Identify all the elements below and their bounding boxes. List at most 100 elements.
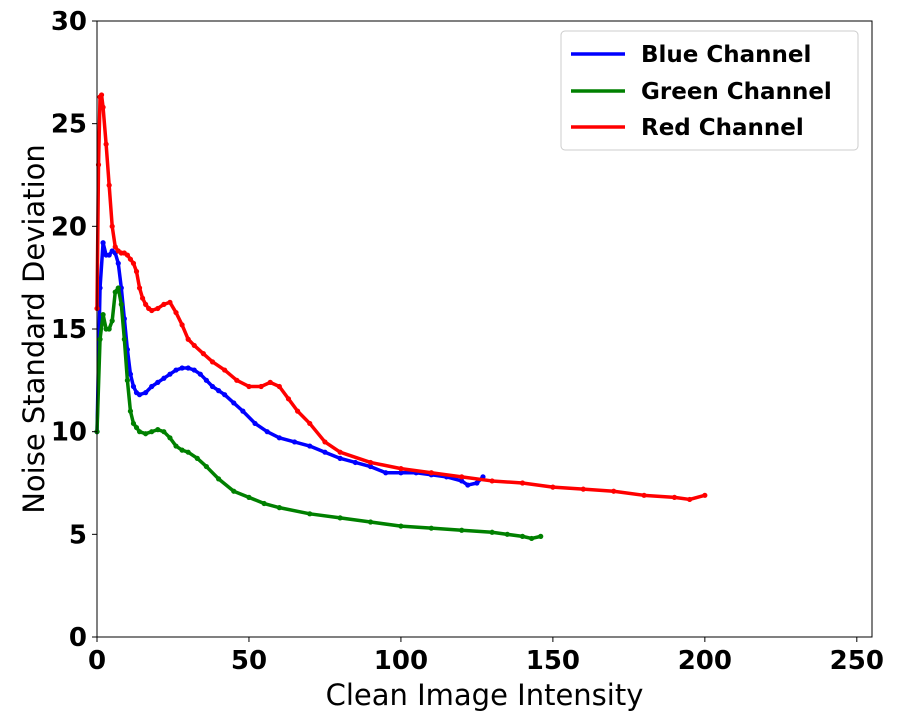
data-point-green-channel — [231, 488, 237, 494]
data-point-green-channel — [106, 326, 112, 332]
y-tick-label: 25 — [51, 110, 87, 140]
data-point-red-channel — [367, 459, 374, 466]
data-point-red-channel — [130, 260, 137, 266]
data-point-red-channel — [133, 268, 140, 275]
data-point-red-channel — [519, 480, 526, 486]
data-point-green-channel — [161, 429, 167, 435]
data-point-green-channel — [121, 336, 127, 342]
y-tick-label: 15 — [51, 315, 87, 345]
data-point-green-channel — [173, 443, 179, 449]
data-point-green-channel — [194, 455, 200, 461]
data-point-red-channel — [641, 492, 647, 498]
y-tick-label: 0 — [69, 623, 87, 653]
data-point-green-channel — [149, 429, 155, 435]
data-point-green-channel — [307, 511, 313, 517]
data-point-green-channel — [276, 505, 282, 511]
data-point-green-channel — [398, 523, 404, 529]
data-point-red-channel — [124, 252, 130, 258]
data-point-red-channel — [580, 486, 586, 492]
data-point-red-channel — [285, 396, 292, 402]
legend-box — [560, 30, 859, 151]
data-point-red-channel — [337, 449, 343, 455]
data-point-blue-channel — [197, 371, 203, 377]
data-point-blue-channel — [398, 470, 404, 476]
x-axis-title: Clean Image Intensity — [326, 678, 644, 712]
data-point-green-channel — [133, 424, 140, 431]
y-axis-title: Noise Standard Deviation — [17, 144, 51, 514]
data-point-red-channel — [246, 383, 252, 390]
data-point-red-channel — [258, 383, 264, 390]
data-point-red-channel — [185, 336, 191, 342]
x-tick-label: 0 — [88, 646, 106, 676]
x-tick-label: 150 — [526, 646, 580, 676]
legend-label-green-channel: Green Channel — [641, 79, 832, 105]
data-point-red-channel — [550, 484, 556, 490]
y-tick-label: 30 — [51, 7, 87, 37]
legend-label-blue-channel: Blue Channel — [641, 42, 811, 68]
data-point-red-channel — [155, 305, 161, 312]
data-point-blue-channel — [127, 371, 134, 377]
ticks-layer: 0 50 100 150 200 250 0 5 10 15 20 25 30 — [51, 7, 884, 676]
data-point-blue-channel — [149, 383, 155, 390]
data-point-blue-channel — [179, 365, 185, 371]
x-tick-label: 100 — [374, 646, 428, 676]
data-point-blue-channel — [161, 375, 167, 381]
data-point-green-channel — [136, 429, 143, 435]
data-point-red-channel — [149, 307, 155, 314]
data-point-red-channel — [489, 478, 495, 484]
data-point-blue-channel — [465, 482, 471, 488]
data-point-blue-channel — [231, 400, 237, 406]
data-point-red-channel — [209, 359, 216, 365]
series-layer — [94, 92, 708, 542]
data-point-blue-channel — [155, 379, 161, 385]
data-point-blue-channel — [352, 459, 358, 466]
data-point-blue-channel — [191, 367, 197, 373]
data-point-green-channel — [504, 531, 510, 537]
data-point-green-channel — [459, 527, 465, 533]
data-point-blue-channel — [252, 420, 258, 427]
data-point-blue-channel — [459, 478, 465, 484]
data-point-red-channel — [459, 474, 465, 480]
data-point-blue-channel — [307, 443, 313, 449]
data-point-blue-channel — [136, 392, 143, 398]
y-tick-label: 20 — [51, 212, 87, 242]
data-point-green-channel — [261, 500, 267, 507]
data-point-blue-channel — [100, 240, 106, 246]
data-point-green-channel — [489, 529, 495, 535]
x-tick-label: 200 — [678, 646, 732, 676]
data-point-green-channel — [143, 431, 149, 437]
data-point-blue-channel — [209, 383, 216, 390]
data-point-red-channel — [109, 223, 115, 229]
data-point-red-channel — [222, 367, 228, 373]
legend: Blue Channel Green Channel Red Channel — [560, 30, 859, 151]
data-point-blue-channel — [276, 435, 282, 441]
data-point-red-channel — [702, 492, 708, 498]
data-point-green-channel — [428, 525, 434, 531]
data-point-green-channel — [100, 312, 106, 318]
data-point-blue-channel — [115, 260, 121, 266]
data-point-blue-channel — [185, 365, 191, 371]
data-point-red-channel — [161, 301, 167, 307]
data-point-red-channel — [267, 379, 273, 385]
data-point-blue-channel — [291, 439, 298, 445]
data-point-red-channel — [103, 141, 109, 147]
data-point-red-channel — [671, 494, 678, 500]
data-point-green-channel — [529, 535, 535, 542]
data-point-red-channel — [234, 377, 240, 383]
data-point-green-channel — [130, 420, 137, 427]
data-point-green-channel — [203, 463, 210, 470]
series-green-channel — [94, 285, 544, 542]
data-point-blue-channel — [383, 470, 389, 476]
data-point-blue-channel — [240, 408, 246, 414]
data-point-green-channel — [124, 377, 130, 383]
legend-label-red-channel: Red Channel — [641, 115, 804, 141]
data-point-red-channel — [143, 301, 149, 307]
data-point-green-channel — [215, 476, 222, 482]
data-point-red-channel — [428, 470, 434, 476]
data-point-green-channel — [155, 427, 161, 433]
data-point-blue-channel — [367, 463, 374, 470]
data-point-red-channel — [307, 420, 313, 427]
data-point-blue-channel — [167, 371, 173, 377]
data-point-red-channel — [294, 408, 301, 414]
